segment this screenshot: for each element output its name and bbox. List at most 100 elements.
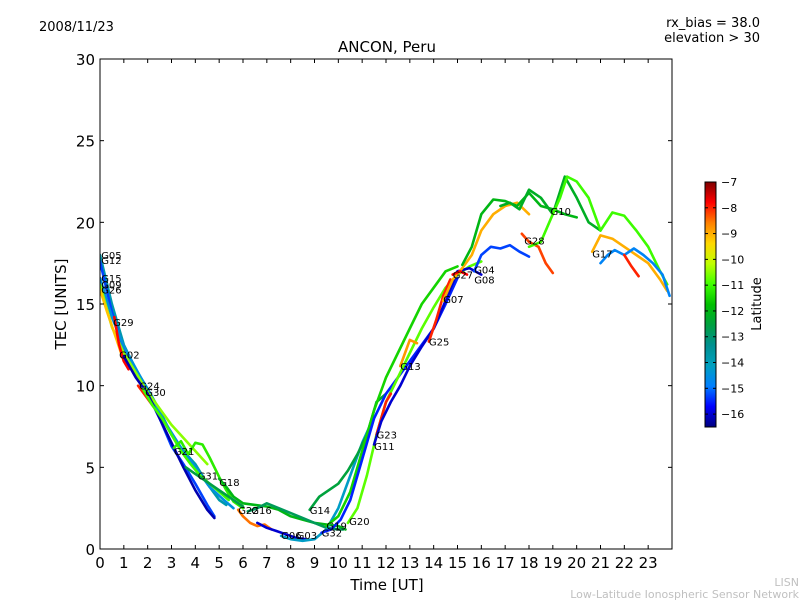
colorbar-tick-label: −16 — [721, 408, 744, 421]
x-tick-label: 6 — [238, 554, 248, 572]
series-line-g33 — [599, 247, 671, 298]
series-line-g34 — [622, 253, 640, 278]
satellite-label: G31 — [198, 472, 218, 483]
x-tick-label: 16 — [472, 554, 491, 572]
colorbar-tick-label: −11 — [721, 279, 744, 292]
elevation-label: elevation > 30 — [664, 31, 760, 46]
x-tick-label: 12 — [376, 554, 395, 572]
satellite-label: G09 — [101, 280, 121, 291]
x-tick-label: 8 — [286, 554, 296, 572]
colorbar-tick-label: −15 — [721, 382, 744, 395]
colorbar-ticks: −7 −8 −9 −10 −11 −12 −13 −14 −15 −16 — [705, 176, 744, 421]
satellite-label: G32 — [322, 529, 342, 540]
series-line-g10 — [499, 175, 602, 232]
series-line-g22 — [236, 508, 273, 531]
x-tick-label: 22 — [615, 554, 634, 572]
colorbar-tick-label: −8 — [721, 202, 737, 215]
satellite-label: G18 — [219, 478, 239, 489]
x-tick-label: 23 — [639, 554, 658, 572]
x-tick-label: 3 — [167, 554, 177, 572]
satellite-label: G21 — [174, 447, 194, 458]
credit-long: Low-Latitude Ionospheric Sensor Network — [570, 588, 799, 600]
colorbar — [704, 181, 717, 428]
satellite-label: G20 — [349, 517, 369, 528]
y-tick-label: 15 — [76, 296, 95, 314]
y-tick-label: 25 — [76, 133, 95, 151]
colorbar-tick-label: −7 — [721, 176, 737, 189]
colorbar-tick-label: −12 — [721, 305, 744, 318]
date-label: 2008/11/23 — [39, 20, 114, 35]
series-line-g06 — [255, 521, 307, 541]
series-line-g08 — [472, 243, 531, 273]
satellite-label: G06 — [281, 531, 301, 542]
credit-short: LISN — [774, 576, 799, 589]
satellite-label: G05 — [101, 251, 121, 262]
colorbar-tick-label: −14 — [721, 357, 744, 370]
x-tick-label: 13 — [400, 554, 419, 572]
satellite-label: G12 — [101, 256, 121, 267]
x-tick-label: 10 — [329, 554, 348, 572]
x-tick-label: 7 — [262, 554, 272, 572]
satellite-label: G02 — [119, 351, 139, 362]
satellite-label: G29 — [113, 318, 133, 329]
x-tick-label: 4 — [191, 554, 201, 572]
series-line-g31 — [184, 465, 245, 508]
x-tick-label: 19 — [543, 554, 562, 572]
satellite-label: G08 — [474, 276, 494, 287]
colorbar-label: Latitude — [750, 277, 765, 331]
satellite-label: G03 — [297, 531, 317, 542]
y-axis-label: TEC [UNITS] — [52, 259, 70, 351]
satellite-label: G15 — [101, 274, 121, 285]
plot-frame — [99, 58, 673, 550]
satellite-label: G28 — [524, 236, 544, 247]
satellite-label: G16 — [251, 506, 271, 517]
series-line-g27 — [451, 269, 469, 276]
x-tick-label: 1 — [119, 554, 129, 572]
x-tick-label: 15 — [448, 554, 467, 572]
series-line-g28 — [520, 232, 555, 275]
x-tick-label: 5 — [214, 554, 224, 572]
satellite-label: G30 — [145, 388, 165, 399]
y-tick-label: 10 — [76, 378, 95, 396]
satellite-label: G11 — [374, 442, 394, 453]
x-axis-label: Time [UT] — [349, 576, 423, 594]
satellite-label-layer: G05G12G15G09G26G29G02G24G30G21G31G18G22G… — [101, 207, 612, 542]
x-tick-label: 17 — [496, 554, 515, 572]
colorbar-tick-label: −9 — [721, 228, 737, 241]
satellite-label: G26 — [101, 285, 121, 296]
satellite-label: G13 — [400, 362, 420, 373]
series-line-g02 — [122, 354, 216, 520]
x-tick-label: 14 — [424, 554, 443, 572]
satellite-label: G25 — [429, 338, 449, 349]
satellite-label: G14 — [310, 506, 330, 517]
series-line-g25 — [427, 278, 452, 343]
satellite-label: G04 — [474, 266, 494, 277]
satellite-label: G10 — [551, 207, 571, 218]
x-tick-label: 18 — [519, 554, 538, 572]
series-line-g19 — [325, 265, 459, 528]
satellite-label: G27 — [453, 271, 473, 282]
y-axis: 0 5 10 15 20 25 30 — [76, 51, 672, 559]
satellite-label: G24 — [139, 382, 159, 393]
x-tick-label: 21 — [591, 554, 610, 572]
x-tick-label: 11 — [353, 554, 372, 572]
series-line-g01 — [527, 175, 669, 286]
colorbar-tick-label: −10 — [721, 253, 744, 266]
x-tick-label: 2 — [143, 554, 153, 572]
x-tick-label: 20 — [567, 554, 586, 572]
y-tick-label: 30 — [76, 51, 95, 69]
series-line-g21 — [172, 439, 245, 510]
series-line-g29 — [113, 315, 130, 371]
x-tick-label: 0 — [95, 554, 105, 572]
satellite-label: G17 — [592, 249, 612, 260]
satellite-label: G19 — [326, 521, 346, 532]
series-layer — [100, 175, 671, 543]
satellite-label: G07 — [443, 295, 463, 306]
series-line-g04 — [460, 191, 579, 267]
y-tick-label: 20 — [76, 214, 95, 232]
satellite-label: G23 — [377, 431, 397, 442]
colorbar-tick-label: −13 — [721, 331, 744, 344]
rx-bias-label: rx_bias = 38.0 — [666, 16, 760, 31]
y-tick-label: 0 — [85, 541, 95, 559]
